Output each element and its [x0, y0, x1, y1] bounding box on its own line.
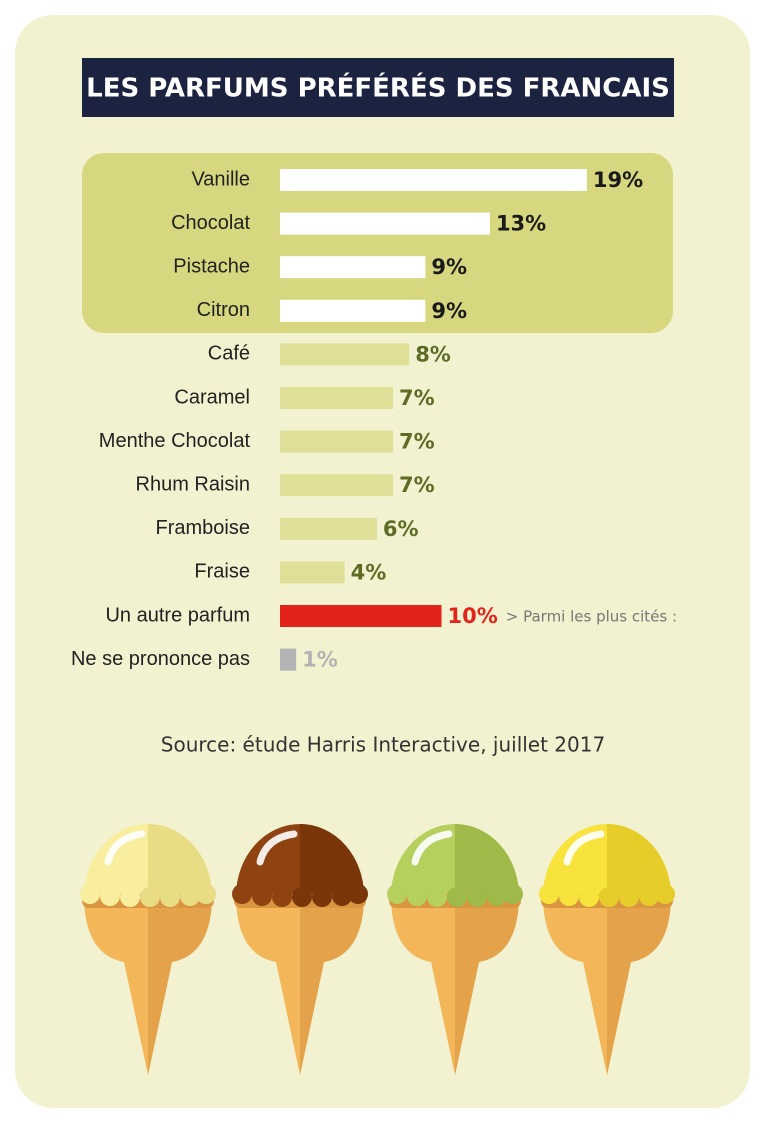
category-label: Fraise [194, 561, 250, 583]
note: > Parmi les plus cités : [506, 608, 677, 626]
bar [280, 343, 410, 366]
value-label: 10% [448, 604, 498, 628]
bar [280, 648, 297, 671]
value-label: 7% [399, 430, 435, 454]
bar [280, 605, 442, 627]
value-label: 7% [399, 386, 435, 410]
value-label: 19% [593, 168, 643, 192]
category-label: Menthe Chocolat [99, 430, 251, 452]
bar [280, 474, 394, 497]
category-label: Caramel [174, 386, 250, 408]
value-label: 9% [431, 255, 467, 279]
category-label: Ne se prononce pas [71, 648, 250, 670]
bar [280, 256, 426, 279]
source: Source: étude Harris Interactive, juille… [161, 733, 605, 757]
bar [280, 299, 426, 322]
bar [280, 430, 394, 453]
category-label: Rhum Raisin [136, 473, 250, 495]
bar [280, 212, 490, 235]
value-label: 6% [383, 517, 419, 541]
chart-title: LES PARFUMS PRÉFÉRÉS DES FRANCAIS [86, 72, 670, 104]
category-label: Chocolat [171, 212, 250, 234]
value-label: 1% [302, 648, 338, 672]
value-label: 9% [431, 299, 467, 323]
category-label: Un autre parfum [105, 604, 250, 626]
value-label: 4% [351, 560, 387, 584]
value-label: 8% [415, 342, 451, 366]
category-label: Café [208, 343, 250, 365]
bar [280, 561, 345, 584]
bar [280, 169, 587, 191]
category-label: Pistache [173, 255, 250, 277]
value-label: 7% [399, 473, 435, 497]
category-label: Citron [197, 299, 250, 321]
value-label: 13% [496, 212, 546, 236]
highlight-box [82, 153, 673, 333]
title-box [82, 58, 674, 117]
category-label: Vanille [191, 168, 250, 190]
category-label: Framboise [156, 517, 250, 539]
bar [280, 517, 377, 540]
bar [280, 387, 394, 409]
